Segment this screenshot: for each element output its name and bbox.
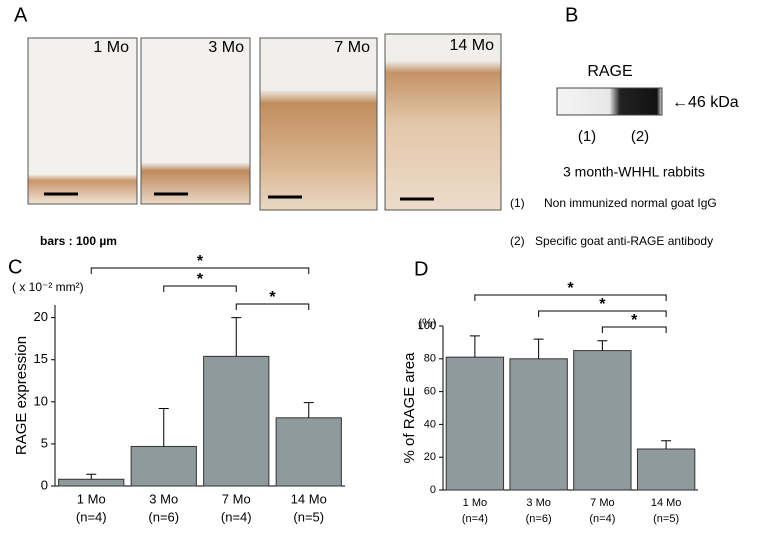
y-axis-label: % of RAGE area: [401, 352, 418, 464]
y-tick-label: 20: [424, 451, 436, 463]
y-tick-label: 10: [34, 393, 48, 408]
error-bar: [303, 402, 314, 418]
image-label: 3 Mo: [208, 39, 244, 56]
y-axis-label: RAGE expression: [13, 336, 30, 455]
y-tick-label: 0: [41, 477, 48, 492]
blot-subtitle: 3 month-WHHL rabbits: [563, 164, 705, 180]
micrograph: [384, 33, 502, 211]
x-tick-sublabel: (n=4): [76, 509, 107, 524]
error-bar: [158, 408, 169, 447]
micrograph: [140, 37, 251, 205]
axis-unit: (%): [418, 316, 437, 330]
x-tick-label: 7 Mo: [590, 497, 614, 509]
lane-label: (1): [578, 128, 596, 145]
panel-label: D: [414, 258, 428, 280]
significance-bracket: [163, 285, 237, 292]
significance-label: *: [599, 296, 606, 313]
y-tick-label: 40: [424, 418, 436, 430]
lane-label: (2): [631, 128, 649, 145]
image-label: 14 Mo: [450, 37, 495, 54]
error-bar: [533, 338, 544, 359]
significance-bracket: [538, 310, 667, 317]
error-bar: [597, 340, 608, 351]
bar: [636, 448, 696, 491]
legend-text: Non immunized normal goat IgG: [544, 196, 717, 210]
x-tick-label: 1 Mo: [463, 497, 487, 509]
panel-label: A: [14, 4, 28, 26]
significance-label: *: [269, 289, 276, 306]
legend-text: Specific goat anti-RAGE antibody: [535, 234, 713, 248]
panel-label: B: [565, 4, 578, 26]
x-tick-sublabel: (n=6): [148, 509, 179, 524]
y-tick-label: 0: [430, 484, 436, 496]
panel-label: C: [8, 256, 22, 278]
scale-note: bars : 100 µm: [40, 234, 117, 248]
significance-label: *: [197, 253, 204, 270]
y-tick-label: 20: [34, 309, 48, 324]
image-label: 1 Mo: [93, 39, 129, 56]
bar: [275, 417, 342, 487]
x-tick-label: 14 Mo: [291, 491, 327, 506]
x-tick-label: 3 Mo: [526, 497, 550, 509]
x-tick-label: 14 Mo: [651, 497, 682, 509]
significance-bracket: [235, 303, 310, 310]
blot: [556, 87, 663, 116]
axis-unit: ( x 10⁻² mm²): [12, 280, 84, 294]
blot-title: RAGE: [587, 63, 632, 80]
x-tick-sublabel: (n=6): [526, 513, 552, 525]
bar: [445, 356, 505, 491]
significance-bracket: [601, 326, 667, 333]
error-bar: [86, 473, 97, 480]
image-label: 7 Mo: [334, 39, 370, 56]
bar: [203, 355, 270, 487]
significance-label: *: [567, 280, 574, 297]
x-tick-sublabel: (n=4): [221, 509, 252, 524]
y-tick-label: 60: [424, 386, 436, 398]
significance-label: *: [631, 312, 638, 329]
blot-marker: ←46 kDa: [672, 94, 739, 111]
error-bar: [469, 335, 480, 358]
bar: [573, 350, 632, 491]
x-tick-sublabel: (n=5): [293, 509, 324, 524]
x-tick-label: 1 Mo: [77, 491, 106, 506]
legend-num: (2): [510, 234, 525, 248]
x-tick-sublabel: (n=5): [653, 513, 679, 525]
x-tick-label: 7 Mo: [222, 491, 251, 506]
bar: [58, 478, 125, 487]
micrograph: [27, 37, 138, 205]
y-tick-label: 15: [34, 351, 48, 366]
y-tick-label: 100: [418, 320, 436, 332]
significance-label: *: [197, 271, 204, 288]
y-tick-label: 80: [424, 353, 436, 365]
bar: [509, 358, 568, 491]
significance-bracket: [474, 294, 667, 301]
legend-num: (1): [510, 196, 525, 210]
x-tick-sublabel: (n=4): [462, 513, 488, 525]
significance-bracket: [90, 267, 310, 274]
y-tick-label: 5: [41, 435, 48, 450]
bar: [130, 445, 197, 487]
micrograph: [259, 37, 378, 211]
x-tick-label: 3 Mo: [149, 491, 178, 506]
error-bar: [231, 317, 242, 357]
x-tick-sublabel: (n=4): [589, 513, 615, 525]
error-bar: [661, 440, 672, 449]
